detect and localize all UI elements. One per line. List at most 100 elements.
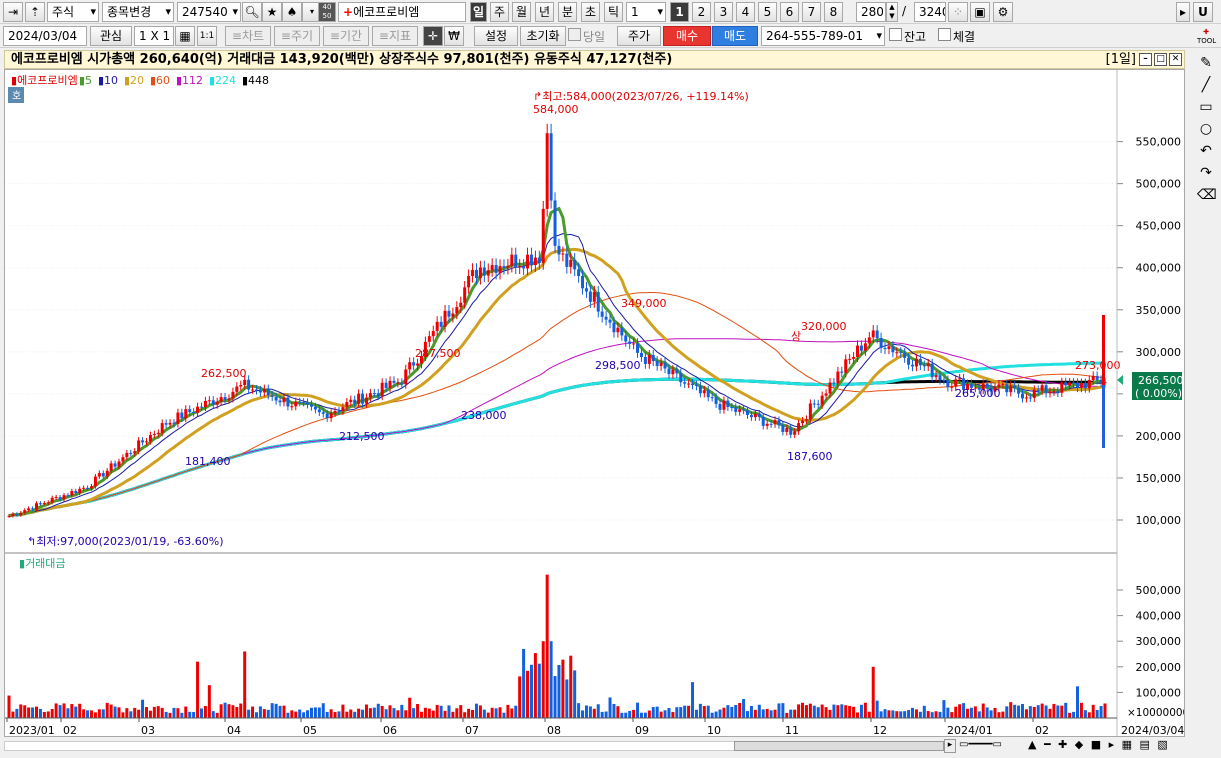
- candle-body: [262, 388, 266, 393]
- period-second-tab[interactable]: 초: [581, 2, 600, 22]
- volume-bar: [164, 711, 168, 718]
- candle-body: [298, 401, 302, 403]
- candle-body: [180, 412, 184, 419]
- zoom-slider[interactable]: ▭━━━━▭: [959, 739, 1002, 750]
- candle-body: [526, 254, 530, 269]
- num-tab-8[interactable]: 8: [824, 2, 843, 22]
- stock-code-input[interactable]: 247540: [177, 2, 241, 22]
- volume-bar: [290, 710, 294, 718]
- same-day-label: 당일: [583, 30, 606, 44]
- candle-body: [938, 375, 942, 381]
- init-button[interactable]: 초기화: [520, 26, 566, 46]
- candle-body: [577, 269, 581, 277]
- candle-body: [207, 400, 211, 402]
- count-input[interactable]: 280: [856, 2, 886, 22]
- period-value-select[interactable]: 1: [626, 2, 666, 22]
- eraser-icon[interactable]: ⌫: [1197, 187, 1217, 203]
- candle-body: [891, 346, 895, 353]
- line-icon[interactable]: ╱: [1201, 77, 1211, 93]
- num-tab-3[interactable]: 3: [714, 2, 733, 22]
- scroll-icon[interactable]: ⁘: [948, 2, 968, 22]
- pin-icon[interactable]: ⇥: [3, 2, 23, 22]
- sell-button[interactable]: 매도: [712, 26, 758, 46]
- calendar-icon[interactable]: ▦: [175, 26, 195, 46]
- current-change: ( 0.00%): [1135, 387, 1182, 400]
- num-tab-6[interactable]: 6: [780, 2, 799, 22]
- undo-icon[interactable]: ↶: [1200, 143, 1212, 159]
- redo-icon[interactable]: ↷: [1200, 165, 1212, 181]
- price-volume-chart[interactable]: ▮에코프로비엠 ▮5 ▮10 ▮20 ▮60 ▮112 ▮224 ▮448 호 550,00…: [5, 70, 1189, 737]
- ratio-icon[interactable]: 40 50: [318, 2, 336, 22]
- price-legend: ▮에코프로비엠: [11, 74, 78, 87]
- price-button[interactable]: 주가: [617, 26, 661, 46]
- zoom-controls[interactable]: ▲ ━ ✚ ◆ ■ ▸ ▦ ▤ ▧: [1028, 738, 1170, 751]
- spade-icon[interactable]: ♠: [282, 2, 302, 22]
- one-one-button[interactable]: 1:1: [197, 26, 217, 46]
- period-button[interactable]: ≡주기: [274, 26, 320, 46]
- top-icon[interactable]: ⇡: [25, 2, 45, 22]
- star-icon[interactable]: ★: [262, 2, 282, 22]
- gear-icon[interactable]: ⚙: [993, 2, 1013, 22]
- num-tab-1[interactable]: 1: [670, 2, 689, 22]
- maximize-icon[interactable]: □: [1154, 53, 1167, 66]
- volume-bar: [431, 710, 435, 718]
- volume-bar: [777, 703, 781, 718]
- type-select[interactable]: 주식: [47, 2, 99, 22]
- period-month-tab[interactable]: 월: [512, 2, 531, 22]
- volume-tick-label: 200,000: [1136, 661, 1182, 674]
- crosshair-icon[interactable]: ✛: [423, 26, 443, 46]
- buy-button[interactable]: 매수: [663, 26, 711, 46]
- arrow-right-icon[interactable]: ▸: [1176, 2, 1190, 22]
- x-tick-label: 05: [303, 724, 317, 736]
- volume-bar: [27, 707, 31, 718]
- tool-icon[interactable]: ✚ TOOL: [1197, 28, 1217, 45]
- hoga-badge[interactable]: [8, 87, 24, 103]
- scroll-right-icon[interactable]: ▸: [944, 739, 956, 753]
- close-icon[interactable]: ✕: [1169, 53, 1182, 66]
- range-button[interactable]: ≡기간: [323, 26, 369, 46]
- volume-bar: [227, 704, 231, 718]
- date-input[interactable]: 2024/03/04: [3, 26, 87, 46]
- candle-body: [706, 390, 710, 398]
- period-week-tab[interactable]: 주: [490, 2, 509, 22]
- candle-body: [742, 409, 746, 411]
- won-icon[interactable]: ₩: [444, 26, 464, 46]
- num-tab-7[interactable]: 7: [802, 2, 821, 22]
- scroll-thumb[interactable]: [734, 741, 944, 751]
- chart-button[interactable]: ≡차트: [225, 26, 271, 46]
- save-icon[interactable]: ▣: [970, 2, 990, 22]
- balance-checkbox[interactable]: [889, 28, 902, 41]
- change-stock-select[interactable]: 종목변경: [102, 2, 174, 22]
- search-icon[interactable]: 🔍︎: [242, 2, 262, 22]
- u-button[interactable]: U: [1193, 2, 1213, 22]
- period-year-tab[interactable]: 년: [535, 2, 554, 22]
- minimize-icon[interactable]: –: [1139, 53, 1152, 66]
- same-day-checkbox[interactable]: [568, 28, 581, 41]
- candle-body: [1009, 385, 1013, 393]
- period-day-tab[interactable]: 일: [470, 2, 487, 22]
- pencil-icon[interactable]: ✎: [1200, 55, 1212, 71]
- count-spinner[interactable]: ▲ ▼: [886, 2, 898, 22]
- volume-bar: [914, 709, 918, 718]
- volume-bar: [1005, 706, 1009, 718]
- exec-checkbox[interactable]: [938, 28, 951, 41]
- grid-value[interactable]: 1 X 1: [134, 26, 174, 46]
- fav-button[interactable]: 관심: [90, 26, 132, 46]
- indicator-button[interactable]: ≡지표: [372, 26, 418, 46]
- volume-bar: [958, 704, 962, 718]
- chart-panel[interactable]: ▮에코프로비엠 ▮5 ▮10 ▮20 ▮60 ▮112 ▮224 ▮448 호 550,00…: [4, 69, 1189, 737]
- candle-body: [907, 357, 911, 365]
- candle-body: [962, 378, 966, 390]
- circle-icon[interactable]: ○: [1199, 121, 1213, 137]
- period-minute-tab[interactable]: 분: [558, 2, 577, 22]
- candle-body: [773, 420, 777, 425]
- volume-bar: [490, 707, 494, 718]
- num-tab-2[interactable]: 2: [692, 2, 711, 22]
- num-tab-5[interactable]: 5: [758, 2, 777, 22]
- settings-button[interactable]: 설정: [474, 26, 518, 46]
- rectangle-icon[interactable]: ▭: [1199, 99, 1213, 115]
- num-tab-4[interactable]: 4: [736, 2, 755, 22]
- account-select[interactable]: 264-555-789-01: [761, 26, 885, 46]
- volume-bar: [844, 705, 848, 718]
- period-tick-tab[interactable]: 틱: [604, 2, 623, 22]
